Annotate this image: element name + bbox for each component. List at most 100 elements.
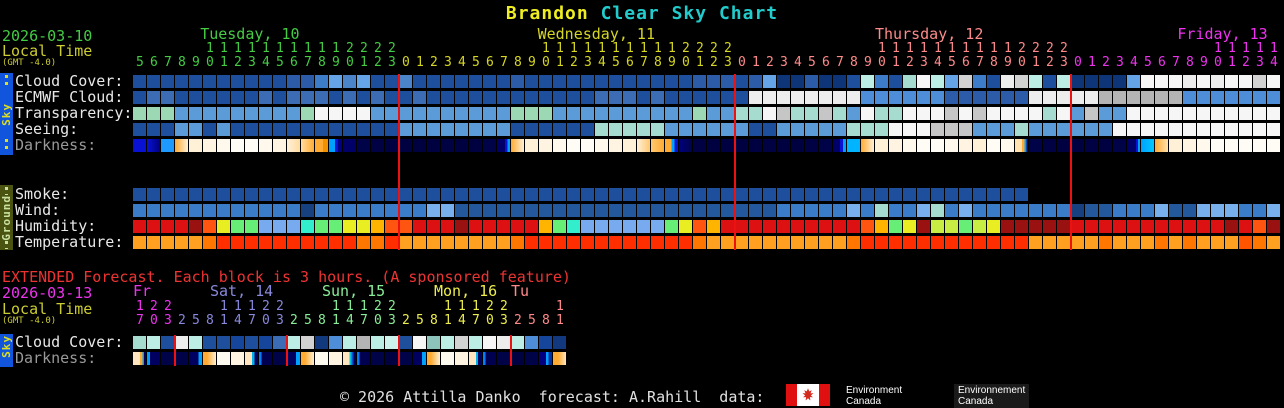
forecast-block[interactable] <box>693 204 706 217</box>
forecast-block[interactable] <box>175 352 188 365</box>
forecast-block[interactable] <box>553 236 566 249</box>
forecast-block[interactable] <box>595 75 608 88</box>
forecast-block[interactable] <box>385 188 398 201</box>
forecast-block[interactable] <box>1211 123 1224 136</box>
forecast-block[interactable] <box>399 220 412 233</box>
forecast-block[interactable] <box>553 107 566 120</box>
forecast-block[interactable] <box>511 220 524 233</box>
forecast-block[interactable] <box>1099 107 1112 120</box>
forecast-block[interactable] <box>651 188 664 201</box>
forecast-block[interactable] <box>861 220 874 233</box>
forecast-block[interactable] <box>259 204 272 217</box>
forecast-block[interactable] <box>1183 204 1196 217</box>
forecast-block[interactable] <box>203 107 216 120</box>
forecast-block[interactable] <box>1239 236 1252 249</box>
forecast-block[interactable] <box>371 220 384 233</box>
forecast-block[interactable] <box>1057 91 1070 104</box>
forecast-block[interactable] <box>175 107 188 120</box>
forecast-block[interactable] <box>763 139 776 152</box>
forecast-block[interactable] <box>217 91 230 104</box>
forecast-block[interactable] <box>1211 91 1224 104</box>
forecast-block[interactable] <box>427 75 440 88</box>
forecast-block[interactable] <box>931 107 944 120</box>
forecast-block[interactable] <box>483 204 496 217</box>
forecast-block[interactable] <box>665 123 678 136</box>
forecast-block[interactable] <box>273 75 286 88</box>
forecast-block[interactable] <box>581 204 594 217</box>
forecast-block[interactable] <box>595 220 608 233</box>
forecast-block[interactable] <box>1071 204 1084 217</box>
forecast-block[interactable] <box>791 220 804 233</box>
forecast-block[interactable] <box>1239 123 1252 136</box>
forecast-block[interactable] <box>609 220 622 233</box>
forecast-block[interactable] <box>735 75 748 88</box>
forecast-block[interactable] <box>609 123 622 136</box>
forecast-block[interactable] <box>1085 75 1098 88</box>
forecast-block[interactable] <box>973 75 986 88</box>
forecast-block[interactable] <box>1155 139 1168 152</box>
forecast-block[interactable] <box>525 139 538 152</box>
forecast-block[interactable] <box>315 123 328 136</box>
forecast-block[interactable] <box>427 204 440 217</box>
forecast-block[interactable] <box>609 75 622 88</box>
forecast-block[interactable] <box>1267 123 1280 136</box>
forecast-block[interactable] <box>1085 236 1098 249</box>
forecast-block[interactable] <box>553 123 566 136</box>
forecast-block[interactable] <box>329 236 342 249</box>
forecast-block[interactable] <box>245 236 258 249</box>
forecast-block[interactable] <box>917 139 930 152</box>
forecast-block[interactable] <box>1085 107 1098 120</box>
forecast-block[interactable] <box>245 336 258 349</box>
forecast-block[interactable] <box>217 204 230 217</box>
forecast-block[interactable] <box>1211 139 1224 152</box>
forecast-block[interactable] <box>273 204 286 217</box>
forecast-block[interactable] <box>1043 75 1056 88</box>
forecast-block[interactable] <box>609 91 622 104</box>
forecast-block[interactable] <box>189 220 202 233</box>
forecast-block[interactable] <box>749 188 762 201</box>
forecast-block[interactable] <box>637 220 650 233</box>
forecast-block[interactable] <box>1141 236 1154 249</box>
forecast-block[interactable] <box>581 188 594 201</box>
forecast-block[interactable] <box>665 236 678 249</box>
forecast-block[interactable] <box>1155 220 1168 233</box>
forecast-block[interactable] <box>651 236 664 249</box>
forecast-block[interactable] <box>371 204 384 217</box>
forecast-block[interactable] <box>259 236 272 249</box>
row-label-darkness[interactable]: Darkness: <box>15 349 97 367</box>
forecast-block[interactable] <box>1043 204 1056 217</box>
forecast-block[interactable] <box>665 220 678 233</box>
forecast-block[interactable] <box>245 139 258 152</box>
forecast-block[interactable] <box>567 220 580 233</box>
forecast-block[interactable] <box>595 236 608 249</box>
forecast-block[interactable] <box>553 352 566 365</box>
forecast-block[interactable] <box>497 107 510 120</box>
forecast-block[interactable] <box>805 75 818 88</box>
forecast-block[interactable] <box>217 336 230 349</box>
forecast-block[interactable] <box>161 107 174 120</box>
forecast-block[interactable] <box>343 204 356 217</box>
forecast-block[interactable] <box>903 107 916 120</box>
forecast-block[interactable] <box>959 220 972 233</box>
forecast-block[interactable] <box>231 139 244 152</box>
forecast-block[interactable] <box>315 236 328 249</box>
forecast-block[interactable] <box>693 107 706 120</box>
forecast-block[interactable] <box>133 91 146 104</box>
forecast-block[interactable] <box>1253 220 1266 233</box>
forecast-block[interactable] <box>539 107 552 120</box>
forecast-block[interactable] <box>679 188 692 201</box>
forecast-block[interactable] <box>245 352 258 365</box>
forecast-block[interactable] <box>875 139 888 152</box>
forecast-block[interactable] <box>357 91 370 104</box>
forecast-block[interactable] <box>861 236 874 249</box>
forecast-block[interactable] <box>511 139 524 152</box>
forecast-block[interactable] <box>147 75 160 88</box>
forecast-block[interactable] <box>931 91 944 104</box>
forecast-block[interactable] <box>1085 139 1098 152</box>
forecast-block[interactable] <box>637 204 650 217</box>
forecast-block[interactable] <box>903 139 916 152</box>
forecast-block[interactable] <box>399 91 412 104</box>
forecast-block[interactable] <box>1071 107 1084 120</box>
forecast-block[interactable] <box>259 107 272 120</box>
forecast-block[interactable] <box>147 123 160 136</box>
